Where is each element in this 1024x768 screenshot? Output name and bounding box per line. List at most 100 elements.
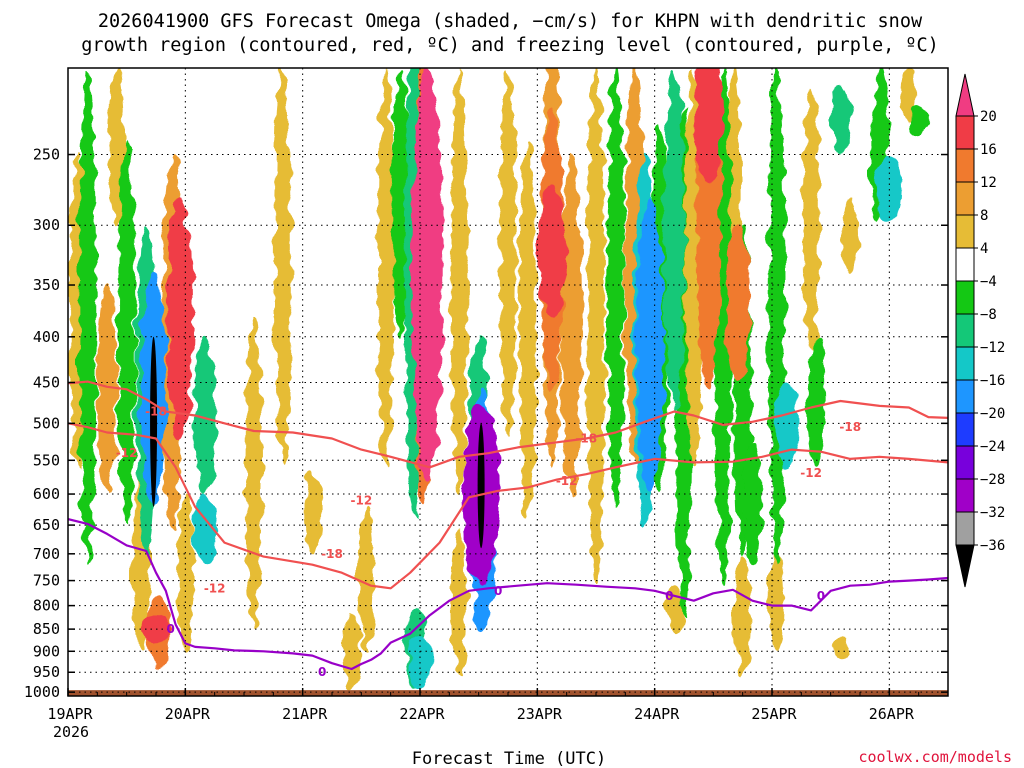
omega-cell bbox=[663, 68, 685, 408]
x-tick-label: 25APR bbox=[751, 705, 797, 723]
y-tick-label: 800 bbox=[33, 597, 60, 615]
colorbar: 20 16 12 8 4 −4 −8 −12 −16 −20 −24 −28 −32 −36 bbox=[955, 73, 1005, 588]
omega-cell bbox=[734, 553, 751, 677]
colorbar-label: −20 bbox=[980, 406, 1005, 422]
omega-cell bbox=[411, 68, 444, 481]
x-tick-label: 22APR bbox=[399, 705, 445, 723]
omega-cell bbox=[694, 68, 723, 185]
x-tick-label: 24APR bbox=[634, 705, 680, 723]
omega-cell bbox=[635, 198, 664, 495]
colorbar-segment bbox=[955, 313, 975, 348]
colorbar-label: −16 bbox=[980, 373, 1005, 389]
contour-label: -12 bbox=[800, 466, 822, 480]
omega-cell bbox=[606, 68, 625, 507]
omega-cell bbox=[829, 86, 851, 155]
x-axis-title: Forecast Time (UTC) bbox=[412, 749, 606, 768]
colorbar-label: 8 bbox=[980, 208, 988, 224]
x-tick-label: 19APR bbox=[47, 705, 93, 723]
omega-cell bbox=[150, 336, 158, 507]
y-tick-label: 400 bbox=[33, 328, 60, 346]
y-tick-label: 900 bbox=[33, 642, 60, 660]
colorbar-segment bbox=[955, 115, 975, 150]
omega-cell bbox=[807, 336, 825, 468]
colorbar-label: 12 bbox=[980, 175, 997, 191]
omega-cell bbox=[78, 68, 97, 565]
omega-cell bbox=[909, 104, 928, 139]
omega-cell bbox=[841, 198, 859, 274]
omega-cell bbox=[97, 285, 118, 495]
x-year-label: 2026 bbox=[53, 723, 89, 741]
omega-cell bbox=[832, 633, 849, 660]
omega-cell bbox=[304, 467, 321, 554]
contour-line bbox=[68, 422, 948, 590]
omega-cell bbox=[725, 225, 751, 383]
contour-label: -18 bbox=[575, 432, 597, 446]
y-axis: 250 300 350 400 450 500 550 600 650 700 750 800 850 9… bbox=[24, 146, 948, 701]
omega-cell bbox=[587, 68, 605, 586]
contours: -18 -18 -18 -18 -12 -12 -12 -12 -12 0 0 0 0 0 bbox=[68, 380, 948, 679]
omega-cell bbox=[518, 138, 537, 520]
omega-cell bbox=[477, 423, 485, 549]
colorbar-label: −12 bbox=[980, 340, 1005, 356]
colorbar-segment bbox=[955, 247, 975, 282]
omega-cell bbox=[774, 382, 799, 468]
omega-cell bbox=[450, 531, 468, 673]
y-tick-label: 950 bbox=[33, 663, 60, 681]
x-tick-label: 20APR bbox=[165, 705, 211, 723]
colorbar-label: 16 bbox=[980, 142, 997, 158]
colorbar-segment bbox=[955, 412, 975, 447]
y-tick-label: 700 bbox=[33, 545, 60, 563]
contour-label: -18 bbox=[839, 420, 861, 434]
colorbar-top-arrow bbox=[955, 73, 975, 117]
grid-lines bbox=[67, 68, 948, 696]
omega-cell bbox=[117, 138, 136, 526]
colorbar-label: −24 bbox=[980, 439, 1005, 455]
omega-cell bbox=[561, 154, 583, 495]
colorbar-segment bbox=[955, 511, 975, 546]
colorbar-label: −28 bbox=[980, 472, 1005, 488]
colorbar-segment bbox=[955, 214, 975, 249]
omega-cell bbox=[377, 68, 395, 468]
omega-cell bbox=[768, 68, 786, 565]
contour-label: -12 bbox=[116, 446, 138, 460]
omega-cell bbox=[167, 198, 194, 439]
x-tick-label: 23APR bbox=[517, 705, 563, 723]
contour-label: -12 bbox=[204, 581, 226, 595]
y-tick-label: 250 bbox=[33, 146, 60, 164]
y-tick-label: 1000 bbox=[24, 683, 60, 701]
omega-cell bbox=[450, 68, 468, 494]
y-tick-label: 300 bbox=[33, 216, 60, 234]
omega-cell bbox=[194, 336, 216, 495]
contour-label: 0 bbox=[166, 622, 174, 636]
credit-text: coolwx.com/models bbox=[858, 748, 1012, 766]
contour-label: -12 bbox=[556, 474, 578, 488]
colorbar-segment bbox=[955, 346, 975, 381]
omega-cell bbox=[342, 615, 361, 689]
omega-cell bbox=[499, 68, 517, 439]
colorbar-segment bbox=[955, 181, 975, 216]
contour-label: -12 bbox=[350, 493, 372, 507]
contour-line bbox=[68, 380, 948, 469]
x-tick-label: 21APR bbox=[282, 705, 328, 723]
contour-label: 0 bbox=[494, 584, 502, 598]
contour-line bbox=[68, 518, 948, 671]
colorbar-label: −32 bbox=[980, 505, 1005, 521]
omega-cell bbox=[357, 506, 375, 652]
colorbar-label: 20 bbox=[980, 109, 997, 125]
colorbar-bottom-arrow bbox=[955, 544, 975, 588]
contour-label: -18 bbox=[145, 405, 167, 419]
omega-cell bbox=[537, 184, 567, 317]
contour-label: 0 bbox=[318, 665, 326, 679]
contour-label: -18 bbox=[321, 547, 343, 561]
omega-cell bbox=[802, 86, 820, 356]
colorbar-segment bbox=[955, 478, 975, 513]
omega-shading bbox=[69, 68, 928, 689]
colorbar-segment bbox=[955, 379, 975, 414]
y-tick-label: 450 bbox=[33, 373, 60, 391]
colorbar-label: −4 bbox=[980, 274, 997, 290]
omega-cell bbox=[245, 316, 263, 630]
omega-cell bbox=[768, 553, 786, 652]
y-tick-label: 850 bbox=[33, 620, 60, 638]
contour-label: 0 bbox=[665, 589, 673, 603]
